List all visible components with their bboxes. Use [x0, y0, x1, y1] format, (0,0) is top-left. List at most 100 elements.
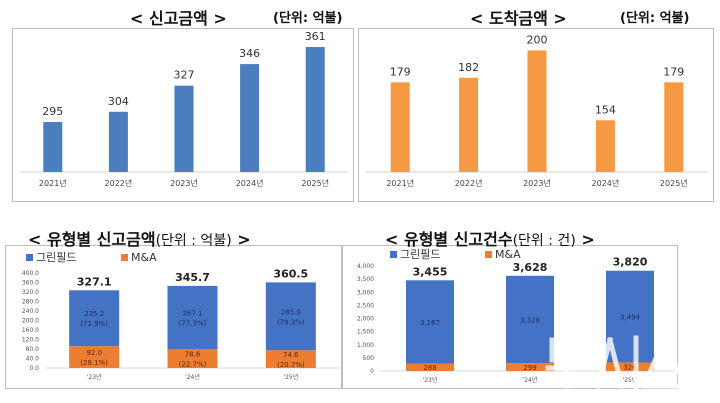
segment-label: 74.6 — [283, 351, 299, 359]
legend-swatch — [485, 251, 492, 258]
y-tick-label: 3,000 — [357, 289, 374, 296]
y-tick-label: 320.0 — [22, 289, 39, 296]
legend-label: 그린필드 — [36, 251, 76, 264]
segment-label: (79.3%) — [277, 318, 305, 326]
y-tick-label: 200.0 — [22, 318, 39, 325]
y-tick-label: 4,000 — [357, 263, 374, 270]
legend-label: M&A — [495, 248, 521, 261]
y-tick-label: 1,500 — [357, 329, 374, 336]
title-text: < 유형별 신고건수 — [385, 230, 513, 249]
watermark-stroke — [594, 335, 639, 391]
unit-text: (단위 : 억불) — [155, 233, 232, 249]
x-tick-label: '23년 — [423, 376, 438, 384]
watermark-stroke — [545, 337, 589, 389]
x-tick-label: 2022년 — [105, 178, 133, 188]
data-label: 179 — [663, 65, 684, 78]
segment-label: 326 — [623, 364, 637, 372]
bar-2023년 — [174, 85, 194, 172]
title-type-count: < 유형별 신고건수(단위 : 건) > — [385, 226, 595, 250]
y-tick-label: 0 — [370, 368, 374, 375]
title-text: < 유형별 신고금액 — [28, 230, 156, 249]
x-tick-label: 2024년 — [236, 178, 264, 188]
bar-segment-그린필드 — [265, 282, 316, 351]
title-type-amount: < 유형별 신고금액(단위 : 억불) > — [28, 226, 251, 250]
bar-segment-M&A — [167, 349, 218, 368]
bar-segment-M&A — [265, 350, 316, 368]
x-tick-label: 2024년 — [592, 178, 620, 188]
x-tick-label: '24년 — [185, 373, 200, 381]
segment-label: 288 — [423, 364, 436, 372]
bar-segment-그린필드 — [506, 275, 554, 364]
segment-label: 267.1 — [182, 310, 202, 318]
x-tick-label: 2025년 — [660, 178, 688, 188]
bar-2023년 — [527, 50, 547, 172]
legend-swatch — [121, 254, 128, 261]
title-end: > — [231, 230, 251, 249]
unit-report-amount: (단위: 억불) — [273, 11, 343, 26]
x-tick-label: 2022년 — [455, 178, 483, 188]
x-tick-label: 2021년 — [386, 178, 414, 188]
bar-segment-M&A — [406, 363, 454, 371]
bar-segment-M&A — [69, 346, 120, 368]
x-tick-label: 2023년 — [170, 178, 198, 188]
segment-label: 285.9 — [281, 308, 301, 316]
data-label: 304 — [108, 95, 129, 108]
segment-label: (71.9%) — [80, 320, 108, 328]
y-tick-label: 160.0 — [22, 327, 39, 334]
bar-2025년 — [305, 47, 325, 172]
bar-2024년 — [240, 64, 260, 172]
bar-segment-M&A — [506, 363, 554, 371]
x-tick-label: '23년 — [87, 373, 102, 381]
total-label: 345.7 — [175, 271, 210, 284]
y-tick-label: 2,500 — [357, 302, 374, 309]
title-end: > — [575, 230, 595, 249]
x-tick-label: 2023년 — [523, 178, 551, 188]
legend-label: M&A — [131, 251, 157, 264]
segment-label: 78.6 — [185, 351, 201, 359]
segment-label: 3,494 — [620, 314, 641, 322]
title-report-amount: < 신고금액 > — [130, 9, 227, 28]
segment-label: (77.3%) — [179, 320, 207, 328]
data-label: 361 — [305, 30, 326, 43]
data-label: 327 — [174, 69, 195, 82]
segment-label: 3,328 — [520, 316, 540, 324]
y-tick-label: 40.0 — [26, 356, 40, 363]
bar-2022년 — [108, 111, 128, 172]
total-label: 3,455 — [413, 265, 448, 278]
y-tick-label: 280.0 — [22, 299, 39, 306]
data-label: 200 — [527, 33, 548, 46]
watermark-logo — [545, 335, 693, 391]
x-tick-label: '25년 — [623, 376, 638, 384]
data-label: 182 — [458, 61, 479, 74]
segment-label: (28.1%) — [80, 359, 108, 367]
x-tick-label: 2025년 — [301, 178, 329, 188]
x-tick-label: '24년 — [523, 376, 538, 384]
bar-segment-그린필드 — [69, 290, 120, 347]
bar-2021년 — [43, 122, 63, 172]
legend-swatch — [26, 254, 33, 261]
segment-label: 299 — [523, 364, 536, 372]
watermark-stroke — [643, 336, 693, 389]
x-tick-label: '25년 — [283, 373, 298, 381]
bar-2024년 — [595, 120, 615, 172]
bar-segment-M&A — [606, 362, 654, 371]
y-tick-label: 2,000 — [357, 316, 374, 323]
y-tick-label: 120.0 — [22, 337, 39, 344]
segment-label: (22.7%) — [179, 361, 207, 369]
total-label: 3,628 — [513, 261, 548, 274]
data-label: 346 — [239, 47, 260, 60]
segment-label: (20.7%) — [277, 361, 305, 369]
y-tick-label: 500 — [363, 355, 375, 362]
y-tick-label: 240.0 — [22, 308, 39, 315]
title-arrival-amount: < 도착금액 > — [470, 9, 567, 28]
bar-2021년 — [390, 82, 410, 172]
x-tick-label: 2021년 — [39, 178, 67, 188]
data-label: 295 — [42, 105, 63, 118]
y-tick-label: 80.0 — [26, 346, 40, 353]
total-label: 327.1 — [77, 275, 112, 288]
legend-label: 그린필드 — [400, 248, 440, 261]
y-tick-label: 0.0 — [29, 365, 39, 372]
y-tick-label: 360.0 — [22, 280, 39, 287]
y-tick-label: 400.0 — [22, 270, 39, 277]
bar-segment-그린필드 — [167, 285, 218, 350]
